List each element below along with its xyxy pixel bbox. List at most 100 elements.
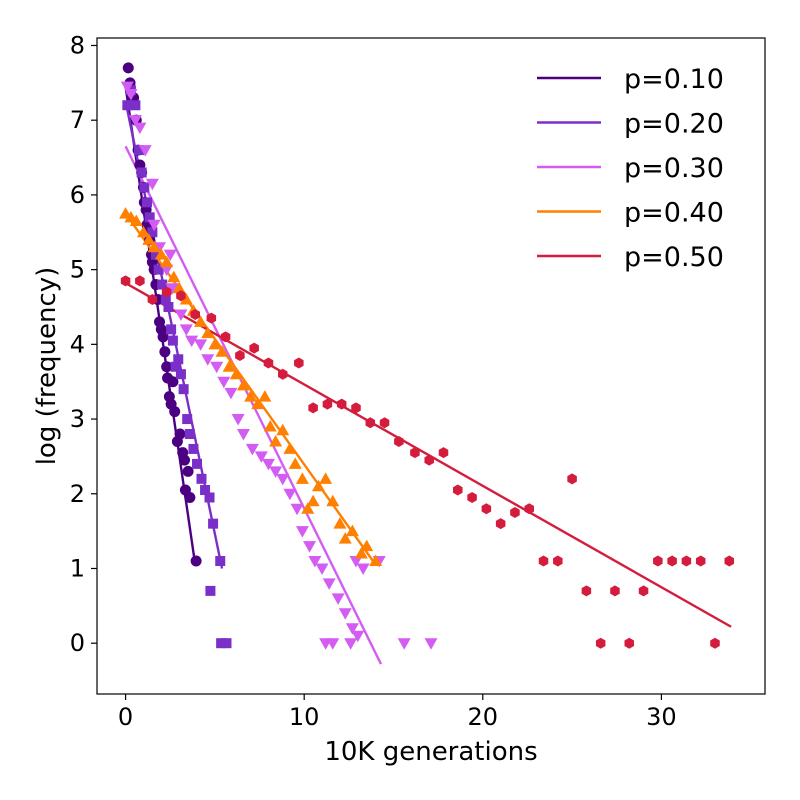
data-point-series-1 — [122, 62, 134, 74]
y-tick-label: 0 — [70, 629, 85, 657]
data-point-series-5 — [481, 503, 492, 515]
data-point-series-4 — [194, 315, 208, 327]
data-point-series-2 — [136, 167, 147, 178]
legend-label-series-1: p=0.10 — [624, 64, 724, 95]
data-point-series-3 — [290, 503, 304, 516]
data-point-series-4 — [333, 517, 347, 529]
data-point-series-2 — [196, 473, 207, 484]
data-point-series-3 — [351, 630, 365, 643]
data-point-series-5 — [524, 503, 534, 515]
data-point-series-2 — [204, 492, 215, 503]
data-point-series-3 — [261, 458, 275, 471]
data-point-series-5 — [161, 286, 172, 298]
data-point-series-4 — [167, 270, 181, 283]
data-point-series-5 — [567, 473, 577, 485]
data-point-series-1 — [179, 454, 191, 466]
data-point-series-3 — [138, 145, 152, 157]
data-point-series-3 — [210, 361, 224, 374]
fit-line-series-5 — [124, 282, 732, 628]
data-point-series-1 — [184, 491, 196, 503]
data-point-series-3 — [331, 593, 345, 605]
data-point-series-5 — [220, 331, 231, 343]
y-tick-label: 6 — [70, 181, 85, 209]
data-point-series-3 — [326, 638, 340, 650]
data-point-series-1 — [169, 406, 181, 418]
data-point-series-4 — [179, 293, 193, 305]
data-point-series-5 — [495, 518, 506, 530]
data-point-series-2 — [147, 227, 158, 238]
x-tick-label: 20 — [468, 703, 499, 731]
data-point-series-4 — [301, 502, 315, 514]
data-point-series-3 — [145, 178, 159, 191]
data-point-series-2 — [170, 361, 181, 372]
data-point-series-4 — [360, 539, 374, 552]
x-axis-title: 10K generations — [324, 737, 537, 767]
data-point-series-3 — [124, 89, 138, 101]
x-tick-label: 0 — [118, 703, 133, 731]
data-point-series-4 — [222, 360, 236, 372]
data-point-series-4 — [136, 225, 150, 238]
data-point-series-1 — [167, 376, 179, 388]
data-point-series-2 — [175, 369, 186, 380]
data-point-series-1 — [157, 331, 169, 343]
data-point-series-5 — [624, 637, 635, 649]
data-point-series-5 — [538, 555, 549, 567]
data-point-series-4 — [288, 457, 302, 469]
data-point-series-5 — [681, 555, 692, 567]
data-point-series-2 — [205, 585, 216, 596]
y-axis-title: log (frequency) — [32, 267, 62, 466]
legend-label-series-3: p=0.30 — [624, 153, 724, 184]
data-point-series-3 — [283, 488, 297, 501]
data-point-series-4 — [129, 214, 143, 227]
y-tick-label: 2 — [70, 480, 85, 508]
data-point-series-2 — [142, 197, 153, 208]
data-point-series-5 — [206, 312, 217, 324]
data-point-series-5 — [308, 402, 318, 414]
data-point-series-4 — [154, 248, 168, 260]
data-point-series-3 — [269, 466, 283, 478]
data-point-series-3 — [303, 541, 317, 553]
data-point-series-2 — [216, 638, 227, 649]
data-point-series-5 — [351, 402, 361, 414]
data-point-series-3 — [160, 264, 174, 277]
data-point-series-4 — [244, 390, 258, 402]
data-point-series-5 — [190, 308, 200, 320]
data-point-series-5 — [724, 555, 735, 567]
data-point-series-5 — [453, 484, 463, 496]
data-point-series-2 — [188, 443, 199, 454]
data-point-series-5 — [553, 555, 563, 567]
data-point-series-5 — [365, 417, 376, 429]
data-point-series-3 — [338, 608, 352, 620]
data-point-series-4 — [326, 494, 340, 507]
data-point-series-2 — [166, 324, 177, 335]
data-point-series-5 — [147, 294, 158, 305]
data-point-series-2 — [150, 249, 161, 260]
data-point-series-3 — [128, 115, 142, 127]
data-point-series-5 — [424, 454, 434, 466]
data-point-series-2 — [173, 354, 184, 365]
data-point-series-3 — [174, 309, 188, 321]
data-point-series-1 — [174, 428, 186, 440]
data-point-series-4 — [311, 479, 325, 492]
data-point-series-2 — [133, 145, 144, 156]
data-point-series-1 — [190, 555, 202, 567]
data-point-series-5 — [410, 447, 420, 459]
data-point-series-3 — [245, 443, 259, 456]
data-point-series-4 — [172, 281, 186, 294]
data-point-series-5 — [135, 275, 145, 287]
data-point-series-2 — [160, 294, 171, 305]
data-point-series-3 — [236, 428, 250, 441]
data-point-series-4 — [283, 442, 297, 454]
legend-label-series-4: p=0.40 — [624, 198, 724, 229]
data-point-series-4 — [208, 337, 222, 350]
data-point-series-3 — [322, 578, 336, 590]
y-tick-label: 1 — [70, 554, 85, 582]
data-point-series-3 — [179, 324, 193, 336]
data-point-series-5 — [263, 357, 274, 369]
y-tick-label: 4 — [70, 330, 85, 358]
data-point-series-2 — [178, 384, 189, 395]
data-point-series-2 — [182, 414, 193, 425]
y-tick-label: 5 — [70, 256, 85, 284]
data-point-series-5 — [277, 368, 288, 380]
data-point-series-3 — [356, 563, 370, 575]
